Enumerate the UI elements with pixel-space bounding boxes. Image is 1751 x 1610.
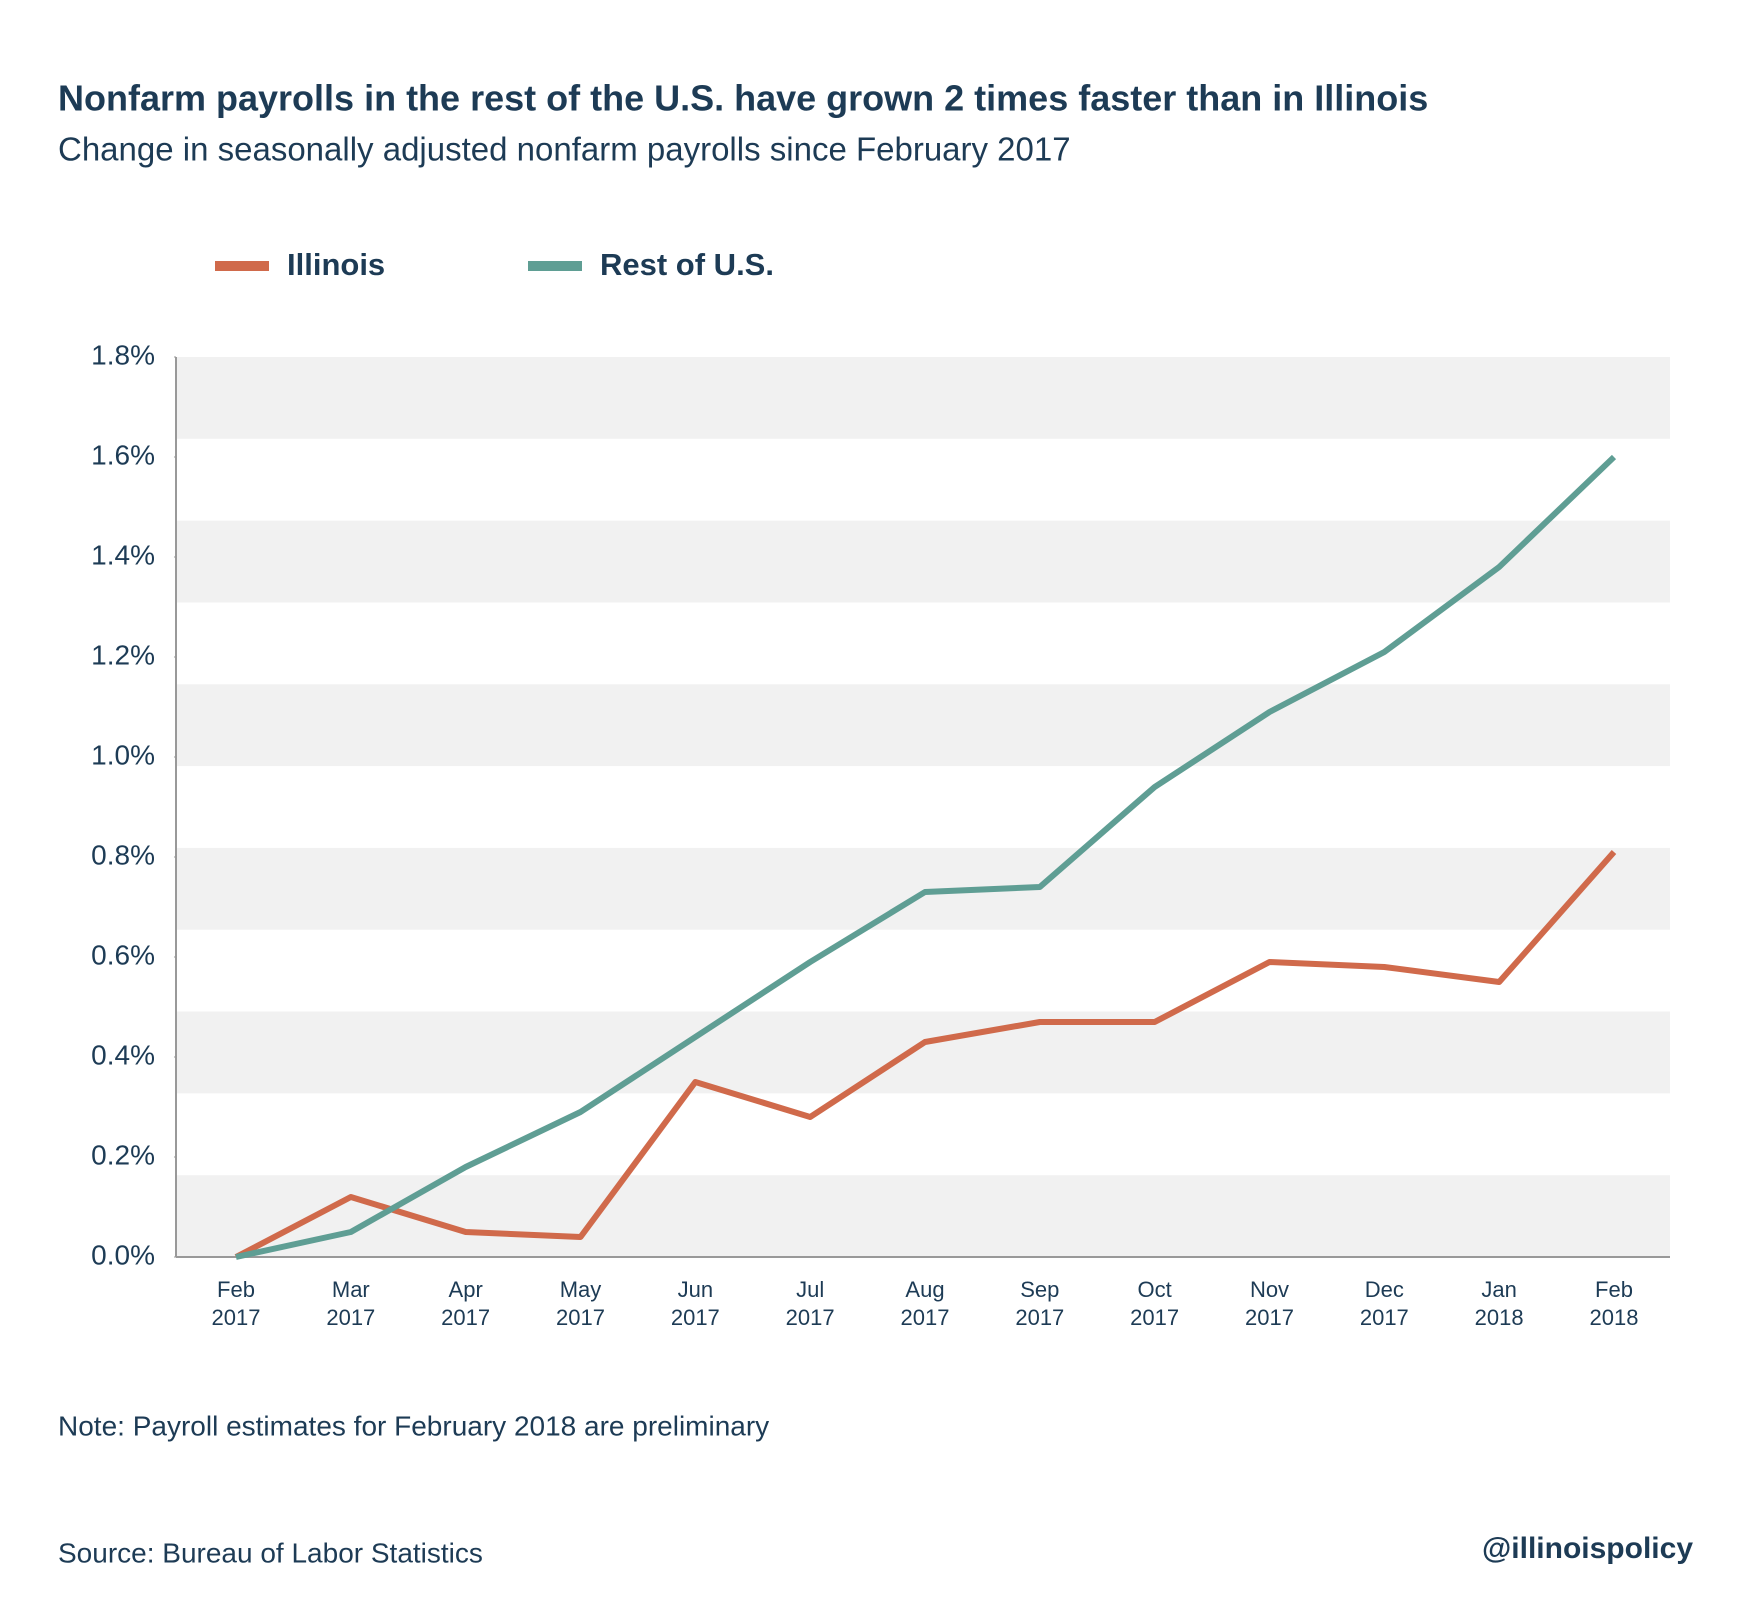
y-tick-label: 0.0%: [91, 1239, 155, 1270]
legend-swatch: [215, 261, 269, 271]
x-tick-label: Feb 2017: [211, 1277, 261, 1330]
x-tick-label: Oct 2017: [1130, 1277, 1180, 1330]
legend-label: Illinois: [287, 247, 385, 282]
y-tick-label: 1.8%: [91, 339, 155, 370]
legend-label: Rest of U.S.: [600, 247, 774, 282]
background-band: [176, 1175, 1670, 1257]
background-band: [176, 684, 1670, 767]
note: Note: Payroll estimates for February 201…: [58, 1410, 769, 1441]
source: Source: Bureau of Labor Statistics: [58, 1537, 483, 1568]
y-tick-label: 0.8%: [91, 839, 155, 870]
x-tick-label: Apr 2017: [441, 1277, 491, 1330]
legend-swatch: [528, 261, 582, 271]
series-line: [235, 454, 1617, 1260]
background-band: [176, 847, 1670, 930]
y-tick-label: 0.2%: [91, 1139, 155, 1170]
y-tick-label: 1.0%: [91, 739, 155, 770]
x-tick-label: May 2017: [556, 1277, 605, 1330]
y-tick-label: 1.2%: [91, 639, 155, 670]
chart-title: Nonfarm payrolls in the rest of the U.S.…: [58, 78, 1428, 119]
background-band: [176, 520, 1670, 603]
series-line: [234, 850, 1617, 1260]
x-tick-label: Mar 2017: [326, 1277, 376, 1330]
y-tick-label: 0.6%: [91, 939, 155, 970]
background-band: [176, 1011, 1670, 1094]
x-tick-label: Dec 2017: [1359, 1277, 1409, 1330]
y-tick-label: 0.4%: [91, 1039, 155, 1070]
chart-subtitle: Change in seasonally adjusted nonfarm pa…: [58, 131, 1071, 168]
x-tick-label: Aug 2017: [900, 1277, 950, 1330]
x-tick-label: Jan 2018: [1474, 1277, 1524, 1330]
x-tick-label: Feb 2018: [1589, 1277, 1639, 1330]
x-tick-label: Sep 2017: [1015, 1277, 1065, 1330]
y-tick-label: 1.4%: [91, 539, 155, 570]
x-tick-label: Nov 2017: [1245, 1277, 1294, 1330]
y-tick-label: 1.6%: [91, 439, 155, 470]
background-band: [176, 357, 1670, 439]
x-tick-label: Jun 2017: [670, 1277, 720, 1330]
credit: @illinoispolicy: [1482, 1532, 1693, 1565]
x-tick-label: Jul 2017: [785, 1277, 835, 1330]
